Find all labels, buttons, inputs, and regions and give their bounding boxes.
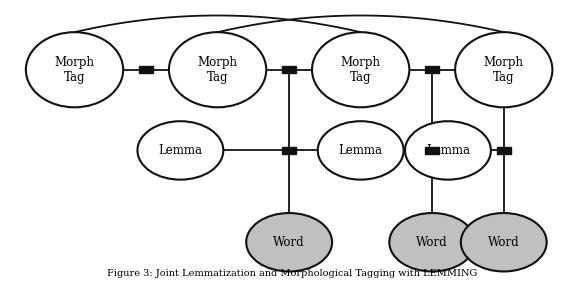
Text: Word: Word [416,236,448,249]
Ellipse shape [137,121,223,180]
Text: Word: Word [488,236,520,249]
Ellipse shape [405,121,491,180]
Text: Figure 3: Joint Lemmatization and Morphological Tagging with LEMMING: Figure 3: Joint Lemmatization and Morpho… [107,269,477,279]
Ellipse shape [26,32,123,107]
Text: Lemma: Lemma [426,144,470,157]
Ellipse shape [312,32,409,107]
Bar [139,66,153,73]
Bar [425,147,439,154]
Text: Lemma: Lemma [158,144,203,157]
Bar [282,66,296,73]
Text: Morph
Tag: Morph Tag [54,56,95,84]
Text: Morph
Tag: Morph Tag [484,56,524,84]
Ellipse shape [169,32,266,107]
Ellipse shape [455,32,552,107]
Text: Morph
Tag: Morph Tag [340,56,381,84]
Bar [496,147,511,154]
Text: Morph
Tag: Morph Tag [197,56,238,84]
Ellipse shape [390,213,475,271]
Ellipse shape [246,213,332,271]
Text: Lemma: Lemma [339,144,383,157]
Bar [282,147,296,154]
Ellipse shape [318,121,404,180]
Bar [425,66,439,73]
Ellipse shape [461,213,547,271]
Text: Word: Word [273,236,305,249]
